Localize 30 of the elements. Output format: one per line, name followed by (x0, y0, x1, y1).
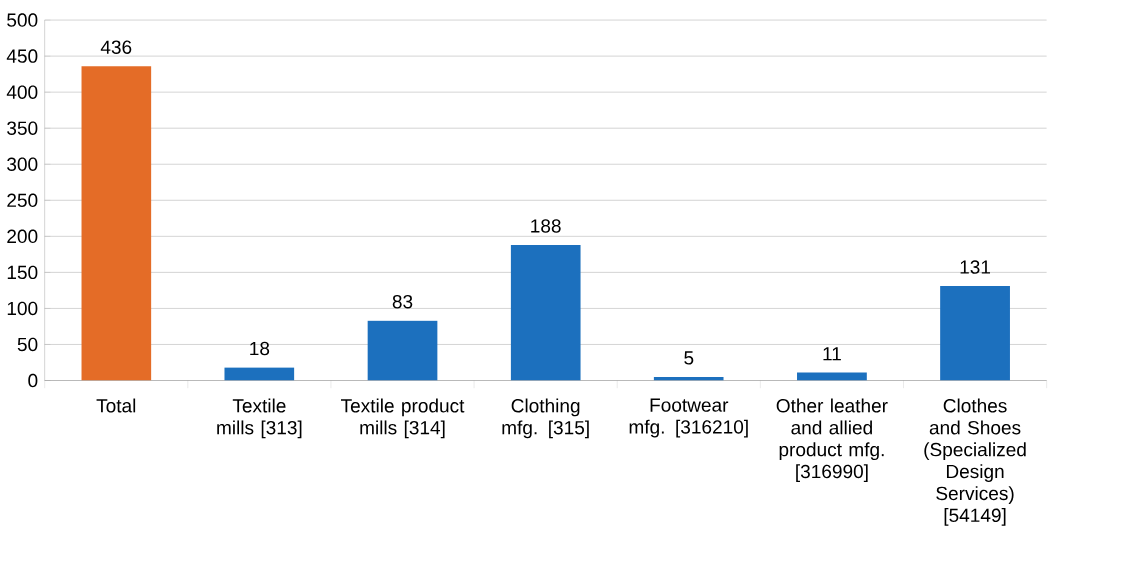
x-tick-label: Textile mills [313] (217, 398, 302, 439)
y-tick-label: 500 (7, 13, 38, 27)
data-label: 18 (250, 341, 270, 356)
data-label: 11 (823, 347, 841, 361)
bar (510, 245, 581, 381)
y-tick-label: 0 (28, 373, 38, 388)
x-tick-label: Other leather and allied product mfg. [316990] (776, 398, 888, 483)
bar (224, 367, 295, 381)
y-tick-label: 100 (7, 301, 38, 316)
x-tick-label: Total (96, 398, 136, 413)
y-tick-label: 350 (7, 121, 38, 135)
y-tick-label: 400 (6, 85, 38, 99)
data-label: 436 (100, 40, 132, 54)
bar (367, 320, 438, 381)
y-tick-label: 450 (6, 49, 38, 63)
data-label: 83 (392, 294, 413, 309)
y-tick-label: 150 (7, 265, 38, 280)
x-tick-label: Footwear mfg. [316210] (629, 398, 748, 438)
y-tick-label: 300 (7, 157, 38, 172)
x-tick-label: Clothing mfg. [315] (502, 398, 589, 439)
y-tick-label: 200 (7, 229, 38, 244)
data-label: 131 (960, 260, 991, 274)
data-label: 5 (684, 351, 694, 365)
bar (81, 66, 152, 381)
data-label: 188 (531, 219, 561, 233)
x-tick-label: Textile product mills [314] (341, 398, 465, 439)
x-tick-label: Clothes and Shoes (Specialized Design Services) [54149] (924, 398, 1026, 526)
y-tick-label: 250 (7, 193, 38, 208)
y-tick-label: 50 (17, 337, 38, 352)
bar (940, 286, 1010, 381)
